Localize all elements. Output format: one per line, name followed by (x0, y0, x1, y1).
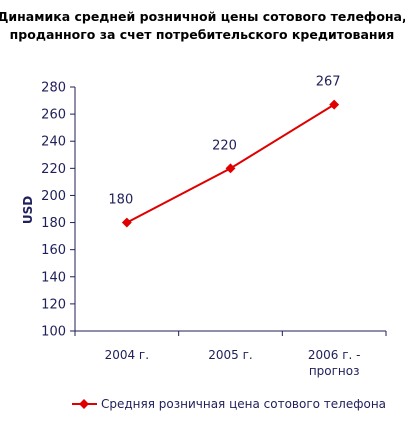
legend-marker-swatch (79, 399, 89, 409)
series-layer: 180 220 267 (108, 75, 341, 228)
y-tick-label: 180 (41, 216, 66, 231)
y-tick-label: 240 (41, 135, 66, 150)
data-point-marker (329, 99, 340, 110)
data-label: 220 (212, 138, 237, 153)
y-tick-label: 160 (41, 243, 66, 258)
data-label: 180 (108, 193, 133, 208)
x-tick-label: 2004 г. (105, 348, 149, 362)
x-tick-label: 2006 г. - (308, 348, 361, 362)
legend: Средняя розничная цена сотового телефона (72, 397, 386, 411)
x-tick-label: прогноз (309, 364, 360, 378)
y-axis-label: USD (21, 196, 35, 224)
y-tick-label: 140 (41, 270, 66, 285)
data-point-marker (121, 217, 132, 228)
x-tick-label: 2005 г. (208, 348, 252, 362)
y-tick-label: 100 (41, 325, 66, 340)
legend-label: Средняя розничная цена сотового телефона (101, 397, 386, 411)
y-tick-label: 260 (41, 108, 66, 123)
data-label: 267 (316, 75, 341, 90)
chart-title-line-2: проданного за счет потребительского кред… (10, 27, 395, 42)
y-tick-label: 220 (41, 162, 66, 177)
axes: 100 120 140 160 180 200 220 240 260 280 2004 г. 200… (41, 81, 387, 378)
y-tick-label: 280 (41, 81, 66, 96)
data-point-marker (225, 163, 236, 174)
y-tick-label: 200 (41, 189, 66, 204)
y-tick-label: 120 (41, 297, 66, 312)
chart-title-line-1: Динамика средней розничной цены сотового… (0, 9, 405, 24)
